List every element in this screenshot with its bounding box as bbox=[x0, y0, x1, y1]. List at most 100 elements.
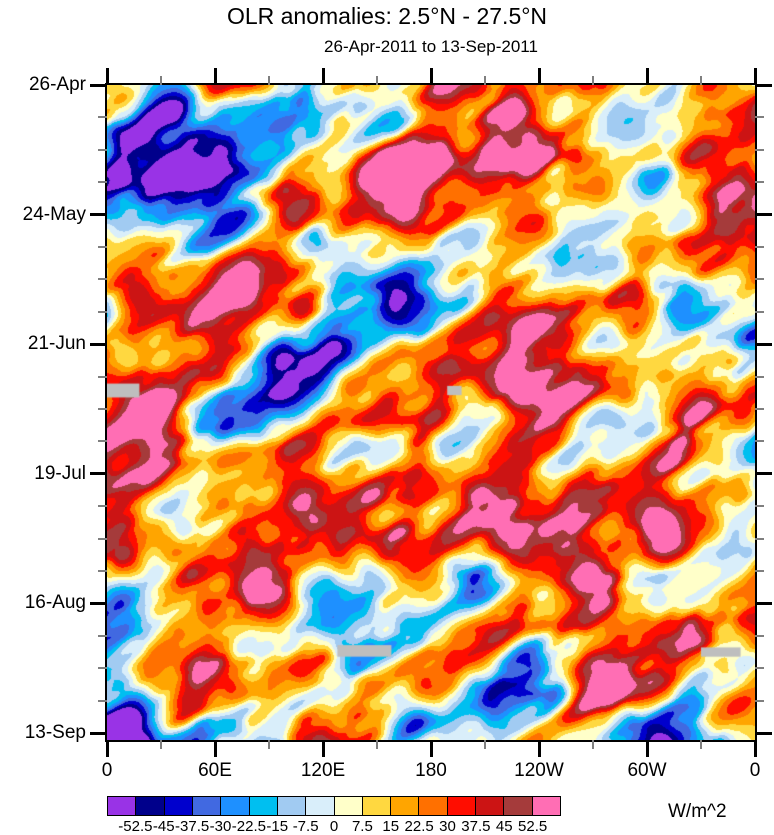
y-axis-minor-tick bbox=[755, 246, 764, 248]
x-axis-tick-label: 120W bbox=[514, 760, 564, 781]
y-axis-minor-tick bbox=[755, 667, 764, 670]
y-axis-minor-tick bbox=[98, 440, 107, 443]
colorbar-tick-label: -22.5 bbox=[231, 818, 266, 835]
contour-field-canvas bbox=[107, 85, 755, 740]
x-axis-major-tick bbox=[321, 740, 325, 757]
y-axis-minor-tick bbox=[755, 148, 764, 151]
y-axis-minor-tick bbox=[755, 537, 764, 540]
x-axis-major-tick bbox=[753, 68, 757, 85]
colorbar-cell bbox=[305, 796, 335, 816]
colorbar-cell bbox=[191, 796, 222, 816]
x-axis-tick-label: 60E bbox=[198, 760, 232, 781]
x-axis-major-tick bbox=[321, 68, 325, 85]
x-axis-major-tick bbox=[645, 68, 649, 85]
y-axis-major-tick bbox=[755, 472, 772, 476]
colorbar-cell bbox=[333, 796, 363, 816]
x-axis-major-tick bbox=[753, 740, 757, 757]
colorbar-tick-label: -7.5 bbox=[292, 818, 319, 835]
colorbar-tick-label: -45 bbox=[152, 818, 175, 835]
x-axis-tick-label: 180 bbox=[415, 760, 447, 781]
colorbar-cell bbox=[503, 796, 533, 816]
y-axis-minor-tick bbox=[755, 181, 764, 184]
y-axis-minor-tick bbox=[98, 537, 107, 540]
colorbar-cell bbox=[475, 796, 505, 816]
y-axis-minor-tick bbox=[755, 634, 764, 637]
x-axis-major-tick bbox=[429, 68, 433, 85]
x-axis-minor-tick bbox=[268, 740, 270, 749]
colorbar-unit-label: W/m^2 bbox=[668, 801, 727, 822]
y-axis-minor-tick bbox=[755, 408, 764, 411]
x-axis-major-tick bbox=[105, 740, 109, 757]
y-axis-minor-tick bbox=[755, 375, 764, 378]
colorbar-cell bbox=[248, 796, 278, 816]
y-axis-tick-label: 24-May bbox=[22, 203, 86, 225]
x-axis-major-tick bbox=[105, 68, 109, 85]
y-axis-minor-tick bbox=[98, 310, 107, 313]
y-axis-minor-tick bbox=[98, 570, 107, 573]
y-axis-minor-tick bbox=[755, 310, 764, 313]
y-axis-tick-label: 13-Sep bbox=[24, 722, 86, 744]
y-axis-major-tick bbox=[90, 83, 107, 87]
chart-title: OLR anomalies: 2.5°N - 27.5°N bbox=[226, 3, 548, 29]
y-axis-major-tick bbox=[90, 472, 107, 476]
x-axis-tick-label: 0 bbox=[101, 760, 113, 781]
colorbar-cell bbox=[531, 796, 561, 816]
y-axis-minor-tick bbox=[755, 570, 764, 573]
colorbar-cell bbox=[163, 796, 193, 816]
colorbar-tick-label: -15 bbox=[266, 818, 289, 835]
x-axis-major-tick bbox=[213, 740, 217, 757]
y-axis-minor-tick bbox=[98, 505, 107, 508]
y-axis-tick-label: 16-Aug bbox=[24, 592, 86, 614]
colorbar-tick-label: -30 bbox=[209, 818, 232, 835]
y-axis-tick-label: 21-Jun bbox=[27, 333, 86, 355]
y-axis-major-tick bbox=[755, 83, 772, 87]
x-axis-minor-tick bbox=[376, 740, 378, 749]
colorbar-cell bbox=[361, 796, 392, 816]
y-axis-major-tick bbox=[90, 342, 107, 346]
y-axis-minor-tick bbox=[755, 278, 764, 281]
colorbar-tick-label: 22.5 bbox=[404, 818, 434, 835]
chart-subtitle: 26-Apr-2011 to 13-Sep-2011 bbox=[324, 37, 538, 56]
y-axis-major-tick bbox=[90, 731, 107, 735]
y-axis-major-tick bbox=[755, 731, 772, 735]
colorbar-cell bbox=[135, 796, 165, 816]
x-axis-minor-tick bbox=[160, 740, 162, 749]
colorbar-tick-label: 15 bbox=[382, 818, 400, 835]
colorbar-cell bbox=[446, 796, 477, 816]
y-axis-minor-tick bbox=[98, 148, 107, 151]
colorbar-tick-label: 37.5 bbox=[461, 818, 491, 835]
x-axis-minor-tick bbox=[592, 76, 594, 85]
y-axis-minor-tick bbox=[98, 699, 107, 702]
y-axis-minor-tick bbox=[98, 408, 107, 411]
y-axis-minor-tick bbox=[98, 116, 107, 119]
x-axis-minor-tick bbox=[700, 740, 702, 749]
y-axis-minor-tick bbox=[98, 667, 107, 670]
x-axis-major-tick bbox=[537, 740, 541, 757]
x-axis-minor-tick bbox=[484, 76, 486, 85]
y-axis-tick-label: 26-Apr bbox=[28, 74, 86, 95]
x-axis-tick-label: 0 bbox=[749, 760, 761, 781]
colorbar-tick-label: 45 bbox=[495, 818, 513, 835]
x-axis-tick-label: 120E bbox=[300, 760, 346, 781]
colorbar-tick-label: 52.5 bbox=[518, 818, 548, 835]
y-axis-major-tick bbox=[755, 342, 772, 346]
x-axis-tick-label: 60W bbox=[627, 760, 667, 781]
x-axis-major-tick bbox=[429, 740, 433, 757]
y-axis-minor-tick bbox=[755, 505, 764, 508]
y-axis-minor-tick bbox=[755, 440, 764, 443]
y-axis-minor-tick bbox=[98, 181, 107, 184]
x-axis-minor-tick bbox=[592, 740, 594, 749]
x-axis-minor-tick bbox=[376, 76, 378, 85]
y-axis-minor-tick bbox=[98, 375, 107, 378]
colorbar-tick-label: 7.5 bbox=[351, 818, 373, 835]
colorbar-tick-label: -37.5 bbox=[175, 818, 210, 835]
colorbar-tick-label: 30 bbox=[439, 818, 456, 835]
x-axis-major-tick bbox=[537, 68, 541, 85]
colorbar-tick-label: -52.5 bbox=[118, 818, 153, 835]
x-axis-major-tick bbox=[213, 68, 217, 85]
colorbar-tick-label: 0 bbox=[329, 818, 339, 835]
colorbar-cell bbox=[390, 796, 420, 816]
colorbar bbox=[107, 796, 561, 816]
x-axis-minor-tick bbox=[268, 76, 270, 85]
y-axis-minor-tick bbox=[755, 116, 764, 119]
